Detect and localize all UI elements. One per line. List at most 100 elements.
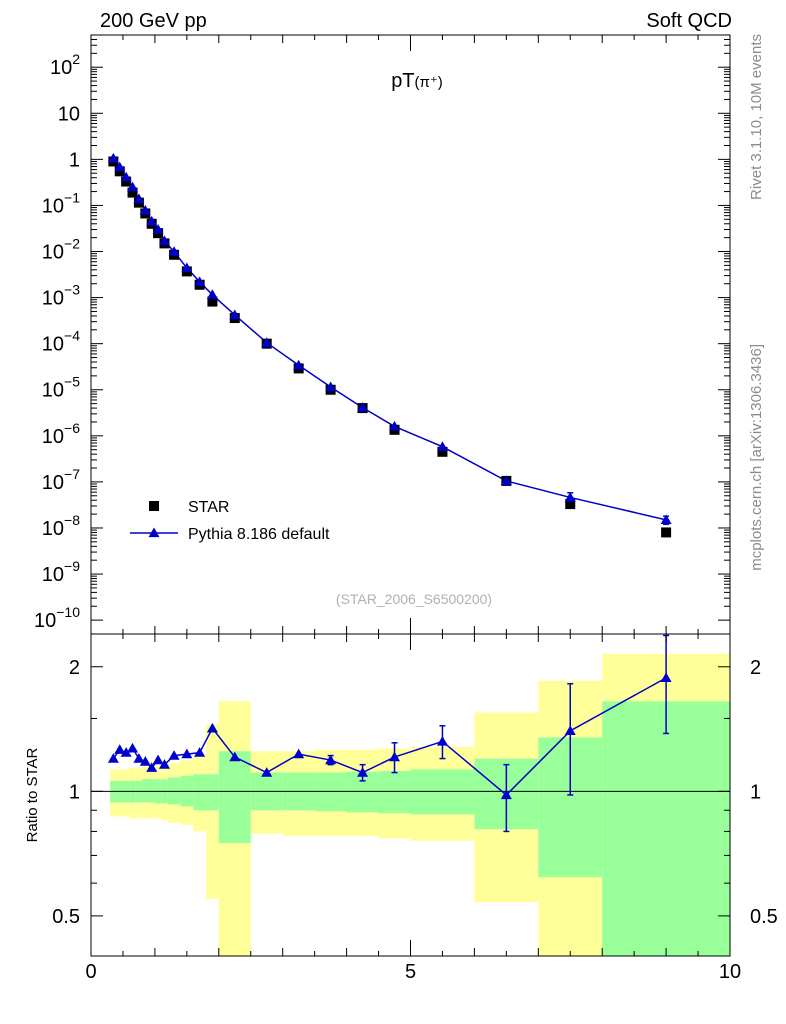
- ratio-mc-point: [139, 756, 151, 766]
- ratio-mc-point: [146, 762, 158, 772]
- legend-mc-label: Pythia 8.186 default: [188, 526, 330, 543]
- main-y-tick-label: 10−6: [42, 420, 80, 448]
- mcplots-label: mcplots.cern.ch [arXiv:1306.3436]: [748, 344, 765, 571]
- main-y-tick-label: 10−2: [42, 236, 80, 264]
- mc-data-point: [660, 514, 672, 524]
- ratio-mc-point: [564, 725, 576, 735]
- ratio-axis-ticks: [90, 634, 731, 956]
- mc-data-point: [127, 181, 139, 192]
- ratio-inner-band: [378, 770, 411, 814]
- mc-data-point: [133, 193, 145, 204]
- ratio-inner-band: [218, 751, 251, 844]
- ratio-y-tick-label-left: 1: [69, 781, 80, 803]
- header-left-label: 200 GeV pp: [100, 10, 207, 32]
- ratio-inner-band: [410, 769, 475, 815]
- mc-data-point: [261, 337, 273, 347]
- mc-data-point: [152, 224, 164, 234]
- mc-data-point: [168, 246, 180, 256]
- star-data-point: [565, 499, 576, 510]
- ratio-tick-labels: 0.5 0.5 1 1 2 2 0 5 10: [52, 657, 778, 983]
- ratio-mc-point: [229, 751, 241, 762]
- mc-data-point: [158, 235, 170, 246]
- main-y-tick-label: 1: [69, 149, 80, 171]
- mc-data-point: [500, 475, 512, 486]
- ratio-inner-band: [206, 774, 219, 811]
- mc-series-line: [112, 157, 667, 521]
- ratio-mc-point: [120, 747, 132, 757]
- ratio-mc-point: [206, 722, 218, 733]
- ratio-mc-point: [500, 789, 512, 800]
- main-y-tick-label: 10−3: [42, 282, 80, 310]
- main-y-tick-label: 10: [58, 103, 80, 125]
- ratio-mc-point: [114, 744, 126, 754]
- ratio-mc-point: [436, 735, 448, 746]
- main-y-tick-labels: 10−10 10−9 10−8 10−7 10−6 10−5 10−4 10−3 10−2 10−…: [34, 51, 80, 632]
- mc-data-point: [357, 402, 369, 412]
- ratio-mc-point: [133, 753, 145, 763]
- legend-star-marker: [149, 501, 159, 511]
- ratio-inner-band: [314, 772, 347, 812]
- ratio-mc-point: [152, 754, 164, 765]
- ratio-mc-point: [181, 748, 193, 759]
- ratio-plot-content: [91, 634, 730, 833]
- legend: STAR Pythia 8.186 default: [130, 499, 330, 543]
- ratio-y-tick-label-left: 0.5: [52, 906, 80, 928]
- mc-data-point: [107, 152, 119, 163]
- mc-data-point: [114, 161, 126, 172]
- mc-data-point: [194, 276, 206, 286]
- ratio-y-tick-label-right: 1: [750, 781, 761, 803]
- mc-data-point: [206, 289, 218, 299]
- main-plot-content: [107, 152, 672, 538]
- ratio-uncertainty-bands: [110, 653, 730, 956]
- main-y-tick-label: 10−1: [42, 189, 80, 217]
- ratio-mc-point: [389, 751, 401, 762]
- mc-data-point: [146, 215, 158, 226]
- main-y-tick-label: 10−9: [42, 558, 80, 586]
- x-tick-label: 10: [719, 961, 741, 983]
- ratio-inner-band: [602, 701, 730, 956]
- ratio-y-tick-label-right: 2: [750, 657, 761, 679]
- star-data-point: [121, 176, 132, 187]
- star-data-point: [437, 446, 448, 457]
- ratio-mc-point: [293, 748, 305, 759]
- ratio-inner-band: [142, 779, 149, 803]
- mc-data-point: [389, 420, 401, 431]
- ratio-mc-point: [127, 742, 139, 753]
- main-plot-frame: [90, 34, 731, 635]
- ratio-y-tick-label-left: 2: [69, 657, 80, 679]
- mc-data-point: [293, 359, 305, 370]
- main-y-tick-label: 10−5: [42, 374, 80, 402]
- mc-data-point: [325, 381, 337, 392]
- ratio-y-tick-label-right: 0.5: [750, 906, 778, 928]
- ratio-inner-band: [148, 779, 155, 803]
- legend-mc-marker: [148, 527, 160, 538]
- ratio-mc-point: [357, 767, 369, 777]
- ratio-mc-point: [158, 759, 170, 769]
- mc-data-point: [229, 309, 241, 320]
- rivet-version-label: Rivet 3.1.10, 10M events: [748, 34, 765, 200]
- ratio-mc-point: [194, 747, 206, 757]
- x-tick-label: 5: [405, 961, 416, 983]
- main-y-tick-label: 10−7: [42, 466, 80, 494]
- header-right-label: Soft QCD: [646, 10, 732, 32]
- ratio-mc-point: [261, 767, 273, 777]
- x-tick-label: 0: [85, 961, 96, 983]
- main-y-tick-label: 10−4: [42, 328, 80, 356]
- mc-data-point: [139, 204, 151, 215]
- main-y-tick-label: 10−10: [34, 604, 80, 632]
- main-panel: 10−10 10−9 10−8 10−7 10−6 10−5 10−4 10−3 10−2 10−…: [34, 34, 731, 635]
- star-data-point: [127, 187, 138, 198]
- main-y-tick-label: 10−8: [42, 512, 80, 540]
- chart-title: pT(π⁺): [391, 70, 443, 92]
- ratio-mc-point: [325, 754, 337, 765]
- ratio-mc-point: [107, 753, 119, 763]
- ratio-y-axis-label: Ratio to STAR: [24, 747, 41, 842]
- ratio-panel: 0.5 0.5 1 1 2 2 0 5 10 Ratio to STAR: [24, 633, 778, 983]
- star-data-point: [114, 166, 125, 177]
- mc-data-point: [181, 262, 193, 273]
- legend-star-label: STAR: [188, 499, 229, 516]
- analysis-watermark: (STAR_2006_S6500200): [336, 591, 492, 607]
- star-data-point: [207, 296, 218, 307]
- ratio-mc-point: [168, 750, 180, 760]
